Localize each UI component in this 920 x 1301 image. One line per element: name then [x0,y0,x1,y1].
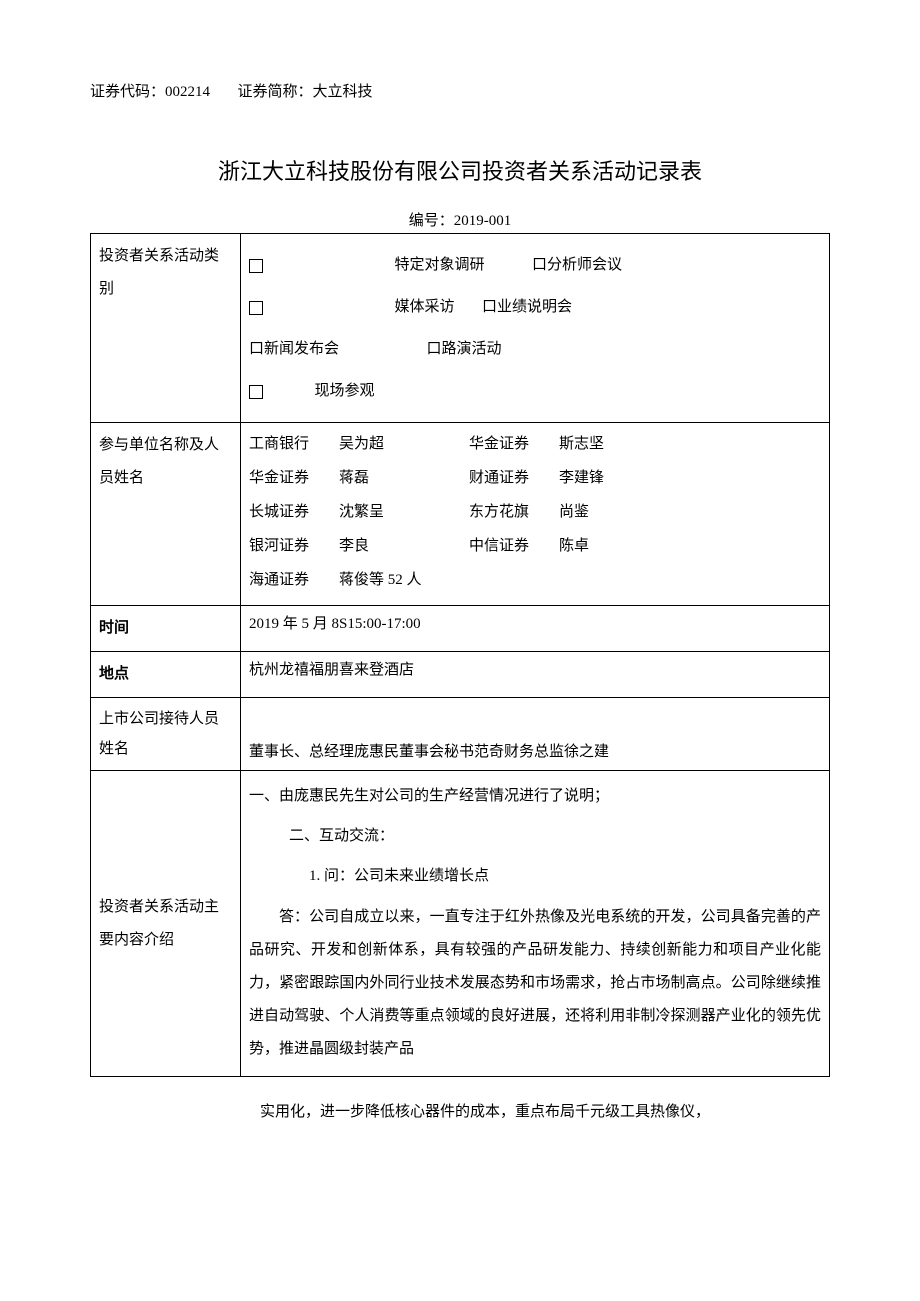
footer-continuation: 实用化，进一步降低核心器件的成本，重点布局千元级工具热像仪， [90,1097,830,1127]
checkbox-icon [249,259,263,273]
header-info: 证券代码：002214 证券简称：大立科技 [90,80,830,104]
participant-org: 长城证券 [249,497,339,527]
label-reception: 上市公司接待人员姓名 [91,698,241,771]
row-time: 时间 2019 年 5 月 8S15:00-17:00 [91,606,830,652]
participant-org: 海通证券 [249,565,339,595]
name-label: 证券简称： [238,84,313,100]
doc-number: 编号：2019-001 [90,209,830,233]
cell-location: 杭州龙禧福朋喜来登酒店 [241,652,830,698]
row-content: 投资者关系活动主要内容介绍 一、由庞惠民先生对公司的生产经营情况进行了说明； 二… [91,771,830,1077]
participant-org: 东方花旗 [469,497,559,527]
participant-name: 斯志坚 [559,429,649,459]
content-answer1: 答：公司自成立以来，一直专注于红外热像及光电系统的开发，公司具备完善的产品研究、… [249,901,821,1066]
label-time: 时间 [91,606,241,652]
opt-site-visit: 现场参观 [315,383,375,399]
content-line1: 一、由庞惠民先生对公司的生产经营情况进行了说明； [249,781,821,811]
opt-specific-research: 特定对象调研 [395,257,485,273]
checkbox-icon [249,385,263,399]
participant-org: 华金证券 [249,463,339,493]
label-activity-type: 投资者关系活动类别 [91,234,241,423]
name-value: 大立科技 [313,84,373,100]
opt-analyst-meeting: 口分析师会议 [532,257,622,273]
participant-name: 陈卓 [559,531,649,561]
row-reception: 上市公司接待人员姓名 董事长、总经理庞惠民董事会秘书范奇财务总监徐之建 [91,698,830,771]
cell-participants: 工商银行 吴为超 华金证券 斯志坚 华金证券 蒋磊 财通证券 李建锋 长城证券 … [241,423,830,606]
opt-roadshow: 口路演活动 [427,341,502,357]
participant-name: 吴为超 [339,429,469,459]
content-question1: 1. 问：公司未来业绩增长点 [249,861,821,891]
code-label: 证券代码： [90,84,165,100]
participant-row: 银河证券 李良 中信证券 陈卓 [249,531,821,561]
label-location: 地点 [91,652,241,698]
record-table: 投资者关系活动类别 特定对象调研 口分析师会议 媒体采访 口业绩说明会 口新闻发… [90,233,830,1077]
participant-org: 中信证券 [469,531,559,561]
opt-media-interview: 媒体采访 [395,299,455,315]
participant-org: 财通证券 [469,463,559,493]
page-title: 浙江大立科技股份有限公司投资者关系活动记录表 [90,154,830,189]
opt-press-conference: 口新闻发布会 [249,341,339,357]
content-line2: 二、互动交流： [249,821,821,851]
label-content: 投资者关系活动主要内容介绍 [91,771,241,1077]
code-value: 002214 [165,84,210,100]
row-activity-type: 投资者关系活动类别 特定对象调研 口分析师会议 媒体采访 口业绩说明会 口新闻发… [91,234,830,423]
checkbox-icon [249,301,263,315]
label-participants: 参与单位名称及人员姓名 [91,423,241,606]
participant-row: 华金证券 蒋磊 财通证券 李建锋 [249,463,821,493]
cell-content: 一、由庞惠民先生对公司的生产经营情况进行了说明； 二、互动交流： 1. 问：公司… [241,771,830,1077]
participant-name: 蒋俊等 52 人 [339,565,469,595]
participant-name: 李建锋 [559,463,649,493]
participant-row: 工商银行 吴为超 华金证券 斯志坚 [249,429,821,459]
doc-number-label: 编号： [409,213,454,229]
participant-org: 工商银行 [249,429,339,459]
cell-time: 2019 年 5 月 8S15:00-17:00 [241,606,830,652]
row-location: 地点 杭州龙禧福朋喜来登酒店 [91,652,830,698]
row-participants: 参与单位名称及人员姓名 工商银行 吴为超 华金证券 斯志坚 华金证券 蒋磊 财通… [91,423,830,606]
cell-activity-type: 特定对象调研 口分析师会议 媒体采访 口业绩说明会 口新闻发布会 口路演活动 现… [241,234,830,423]
participant-org: 华金证券 [469,429,559,459]
participant-name: 李良 [339,531,469,561]
participant-name: 尚鉴 [559,497,649,527]
participant-org: 银河证券 [249,531,339,561]
participant-row: 长城证券 沈繁呈 东方花旗 尚鉴 [249,497,821,527]
doc-number-value: 2019-001 [454,213,512,229]
participant-row: 海通证券 蒋俊等 52 人 [249,565,821,595]
participant-name: 蒋磊 [339,463,469,493]
opt-performance-briefing: 口业绩说明会 [482,299,572,315]
participant-name: 沈繁呈 [339,497,469,527]
cell-reception: 董事长、总经理庞惠民董事会秘书范奇财务总监徐之建 [241,698,830,771]
